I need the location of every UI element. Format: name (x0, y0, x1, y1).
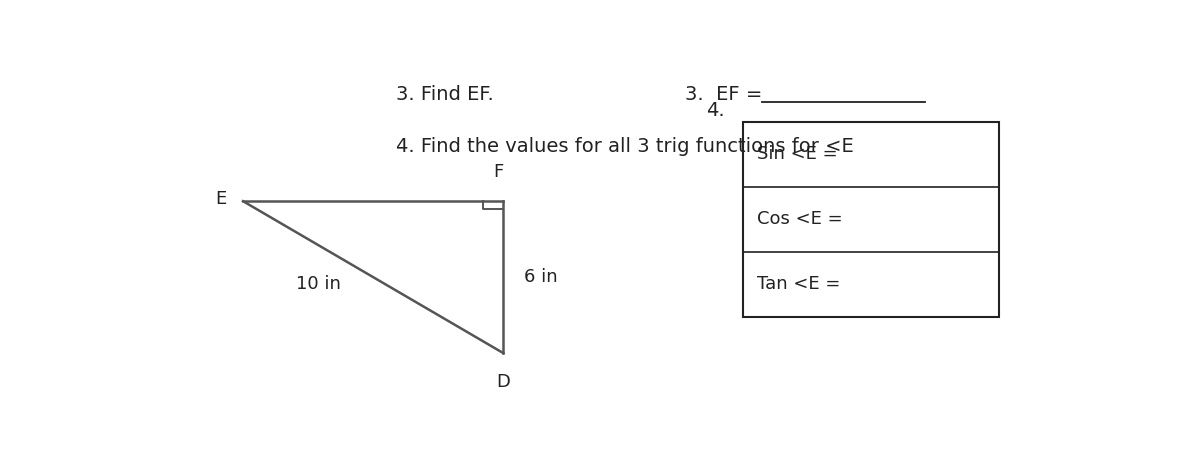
Text: 4.: 4. (706, 101, 725, 120)
Text: 3. Find EF.: 3. Find EF. (396, 85, 494, 104)
Text: Cos <E =: Cos <E = (757, 210, 842, 228)
Text: 3.  EF =: 3. EF = (685, 85, 768, 104)
Bar (743, 122, 1000, 317)
Text: Tan <E =: Tan <E = (757, 275, 841, 293)
Text: 10 in: 10 in (295, 275, 341, 293)
Text: 6 in: 6 in (524, 268, 558, 286)
Text: 4. Find the values for all 3 trig functions for <E: 4. Find the values for all 3 trig functi… (396, 137, 854, 157)
Text: D: D (497, 373, 510, 391)
Text: Sin <E =: Sin <E = (757, 145, 838, 163)
Text: E: E (215, 190, 227, 208)
Text: F: F (493, 163, 504, 181)
